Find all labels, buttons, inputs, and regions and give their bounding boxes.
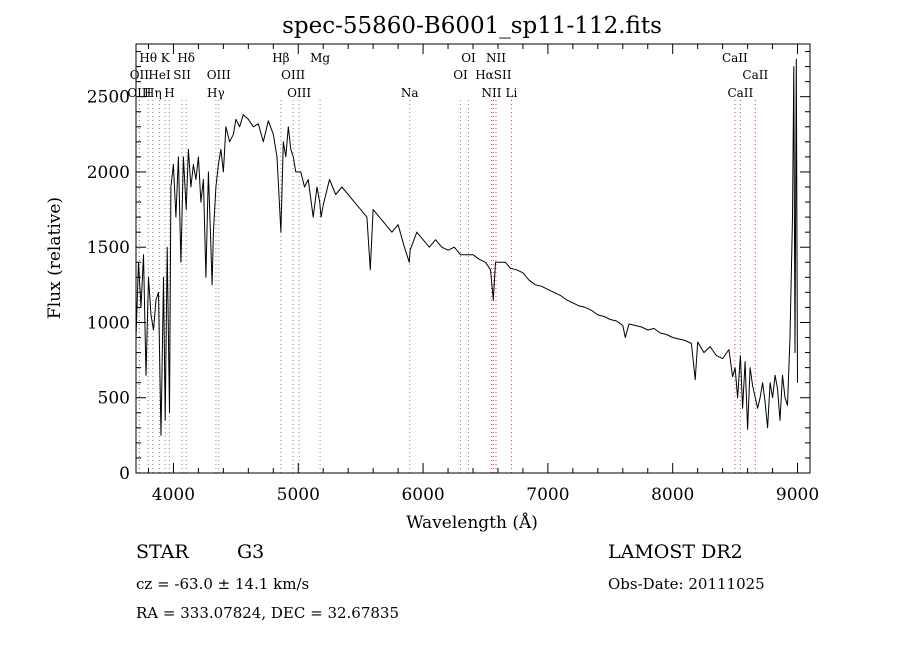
y-axis-label: Flux (relative) [45,197,65,319]
spectral-line-label: CaII [722,51,748,65]
spectral-line-label: NII [481,86,501,100]
spectral-line-label: Mg [310,51,330,65]
spectrum-line [135,58,798,436]
y-tick-label: 1000 [87,313,130,333]
spectral-line-label: Hβ [272,51,289,65]
x-axis: 4000 5000 6000 7000 8000 9000 [147,44,819,505]
spectral-line-label: CaII [742,68,768,82]
spectral-line-label: NII [486,51,506,65]
spectral-line-label: SII [173,68,191,82]
spectral-line-label: Na [401,86,419,100]
spectral-line-label: OII [130,68,150,82]
spectral-line-label: Hγ [207,86,225,100]
spectral-subclass: G3 [237,541,265,563]
spectrum-series [135,58,798,436]
chart-title: spec-55860-B6001_sp11-112.fits [282,13,662,39]
redshift-velocity: cz = -63.0 ± 14.1 km/s [136,575,310,593]
plot-frame [135,43,811,474]
x-tick-label: 7000 [526,485,569,505]
x-tick-label: 9000 [776,485,819,505]
x-tick-label: 5000 [277,485,320,505]
y-tick-label: 0 [119,464,130,484]
spectral-line-label: CaII [727,86,753,100]
spectral-line-label: H [164,86,174,100]
spectral-line-label: K [161,51,171,65]
sky-coordinates: RA = 333.07824, DEC = 32.67835 [136,604,400,622]
spectral-line-label: OIII [287,86,311,100]
y-tick-label: 1500 [87,238,130,258]
observation-date: Obs-Date: 20111025 [608,575,765,593]
spectral-line-label: OI [453,68,468,82]
survey-name: LAMOST DR2 [608,541,743,563]
spectral-line-label: Hδ [177,51,195,65]
spectral-line-label: Hη [144,86,162,100]
y-tick-label: 2500 [87,88,130,108]
y-tick-label: 500 [98,389,130,409]
spectral-line-label: Hθ [139,51,157,65]
spectral-line-label: OI [461,51,476,65]
spectral-line-label: OIII [207,68,231,82]
spectral-line-label: Li [506,86,518,100]
object-type: STAR [136,541,189,563]
spectral-line-label: OIII [281,68,305,82]
y-axis: 0 500 1000 1500 2000 2500 [87,51,810,484]
spectral-line-label: HeI [148,68,171,82]
x-axis-label: Wavelength (Å) [406,512,538,533]
y-tick-label: 2000 [87,163,130,183]
x-tick-label: 6000 [401,485,444,505]
x-tick-label: 4000 [152,485,195,505]
x-tick-label: 8000 [651,485,694,505]
spectral-line-label: HαSII [475,68,512,82]
